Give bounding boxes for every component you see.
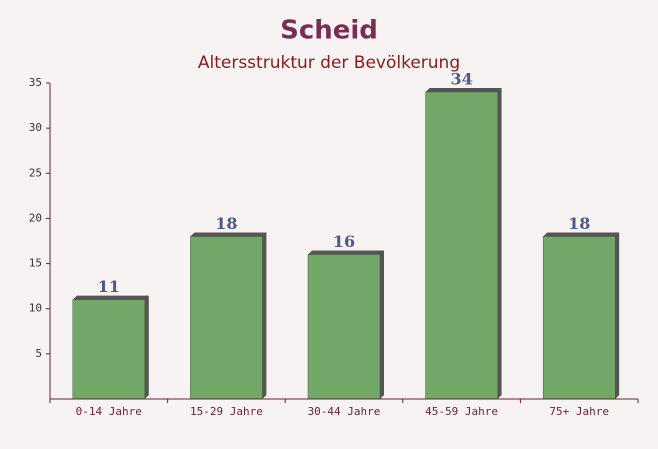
x-tick-label: 30-44 Jahre	[308, 405, 381, 418]
value-label: 11	[98, 277, 120, 296]
x-tick-label: 75+ Jahre	[549, 405, 609, 418]
x-tick-label: 15-29 Jahre	[190, 405, 263, 418]
bar	[542, 236, 616, 400]
y-tick-label: 5	[35, 347, 42, 360]
y-tick-label: 35	[29, 76, 42, 89]
x-tick-label: 0-14 Jahre	[76, 405, 142, 418]
bar	[425, 91, 498, 400]
chart-title: Scheid	[280, 16, 378, 46]
value-label: 16	[333, 232, 355, 251]
y-tick-label: 20	[29, 211, 42, 224]
y-tick-label: 25	[29, 166, 42, 179]
bar	[72, 299, 146, 400]
bar	[307, 254, 381, 400]
value-label: 34	[450, 70, 472, 89]
y-tick-label: 15	[29, 257, 42, 270]
value-label: 18	[215, 214, 237, 233]
x-tick-label: 45-59 Jahre	[425, 405, 498, 418]
value-label: 18	[568, 214, 590, 233]
bar	[190, 236, 263, 400]
y-tick-label: 10	[29, 302, 42, 315]
chart-subtitle: Altersstruktur der Bevölkerung	[198, 53, 460, 73]
y-tick-label: 30	[29, 121, 42, 134]
